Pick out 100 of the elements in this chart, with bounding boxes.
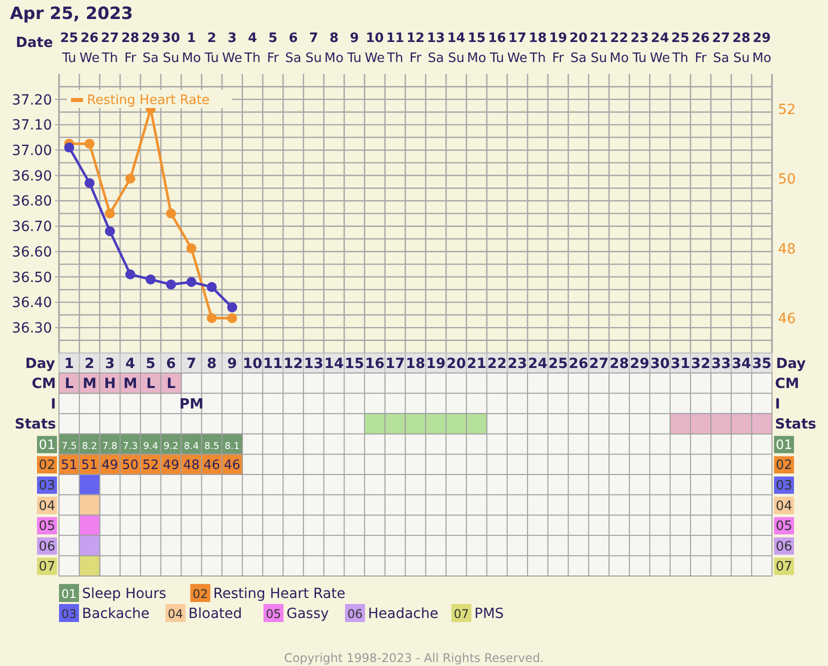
y-tick-label: 36.40 <box>12 295 52 312</box>
text: L <box>146 376 156 392</box>
point <box>146 274 156 284</box>
text: 7.8 <box>102 440 118 452</box>
x-tick-label: 29 <box>630 356 650 372</box>
x2-tick-label: 26 Fr <box>692 31 710 66</box>
point <box>125 269 136 280</box>
x-tick-label: 27 <box>589 356 609 372</box>
x-tick-label: 23 <box>508 356 528 372</box>
x-tick-label: 6 <box>166 356 176 372</box>
x-tick-label: 20 <box>446 356 466 372</box>
x2-tick-label: 19 Fr <box>549 31 568 66</box>
y-tick-label: 04 <box>38 498 56 514</box>
x2-tick-label: 29 Mo <box>752 31 772 66</box>
x2-tick-label: 1 Mo <box>182 31 202 66</box>
x-tick-label: 32 <box>690 356 710 372</box>
y-tick-label: 36.30 <box>12 320 52 337</box>
x-tick-label: 30 <box>650 356 670 372</box>
x-tick-label: 16 <box>365 356 384 372</box>
legend-label: PMS <box>474 606 504 622</box>
category-label: 07 <box>454 607 470 621</box>
text: 46 <box>204 458 220 474</box>
text: 8.2 <box>82 440 98 452</box>
legend-label: Headache <box>368 606 438 622</box>
x-tick-label: 24 <box>528 356 548 372</box>
chart-title: Apr 25, 2023 <box>10 4 133 24</box>
x-tick-label: 31 <box>670 356 690 372</box>
x-tick-label: 35 <box>752 356 772 372</box>
y2-tick-label: 05 <box>776 519 792 534</box>
y-tick-label: 36.50 <box>12 270 52 286</box>
x-tick-label: 17 <box>385 356 405 372</box>
text: 52 <box>142 458 159 474</box>
y-tick-label: 01 <box>38 438 56 453</box>
text: M <box>82 376 97 392</box>
y2-tick-label: 52 <box>778 102 796 118</box>
x-tick-label: 18 <box>406 356 426 372</box>
x2-tick-label: 24 We <box>650 31 670 66</box>
x2-tick-label: 3 We <box>222 31 242 66</box>
y-tick-label: 37.00 <box>12 142 52 159</box>
x2-tick-label: 16 Tu <box>488 31 506 66</box>
text: 7.3 <box>122 440 138 452</box>
legend-label: Gassy <box>286 606 329 622</box>
x-tick-label: 4 <box>125 356 136 372</box>
y2-tick-label: I <box>775 396 780 412</box>
x2-tick-label: 12 Fr <box>406 31 425 66</box>
x2-tick-label: 23 Tu <box>630 31 649 66</box>
point <box>186 243 196 254</box>
y-tick-label: CM <box>32 376 56 392</box>
x2-tick-label: 27 Th <box>100 31 119 66</box>
x2-tick-label: 9 Tu <box>346 31 362 66</box>
point <box>84 178 95 188</box>
x-tick-label: 15 <box>344 356 364 372</box>
category-label: 04 <box>168 607 184 621</box>
y2-tick-label: 46 <box>778 311 796 328</box>
text: 51 <box>60 458 78 474</box>
legend-label: Backache <box>82 606 150 622</box>
y2-tick-label: 04 <box>776 498 792 514</box>
y-tick-label: 36.70 <box>12 219 52 236</box>
y-tick-label: 07 <box>38 560 56 575</box>
text: L <box>64 376 74 392</box>
y2-tick-label: 02 <box>776 458 792 474</box>
text: 9.4 <box>143 440 158 452</box>
x-tick-label: 26 <box>568 356 588 372</box>
y-tick-label: 03 <box>38 478 56 494</box>
x2-axis-title: Date <box>16 35 53 51</box>
x2-tick-label: 4 Th <box>243 31 261 66</box>
y2-tick-label: 01 <box>776 438 792 453</box>
y-tick-label: 36.60 <box>12 244 52 260</box>
x-tick-label: 11 <box>263 356 283 372</box>
y2-tick-label: 48 <box>778 241 796 258</box>
point <box>227 302 238 312</box>
category-label: 03 <box>61 607 77 621</box>
x2-tick-label: 25 Th <box>671 31 690 66</box>
point <box>84 138 95 149</box>
x-tick-label: 34 <box>732 356 752 372</box>
y2-tick-label: Stats <box>775 416 816 433</box>
y-tick-label: I <box>50 396 56 412</box>
y2-tick-label: 07 <box>776 560 792 575</box>
x-tick-label: 19 <box>426 356 446 372</box>
point <box>104 208 115 218</box>
x2-tick-label: 8 Mo <box>324 31 344 66</box>
y-tick-label: 36.80 <box>12 194 52 210</box>
x2-tick-label: 30 Su <box>162 31 180 66</box>
x-tick-label: 12 <box>284 356 304 372</box>
text: 50 <box>122 458 139 474</box>
x-tick-label: 5 <box>146 356 156 372</box>
point <box>206 313 217 324</box>
x-tick-label: 7 <box>186 356 196 372</box>
point <box>104 226 115 236</box>
text: 7.5 <box>62 440 77 452</box>
text: M <box>123 376 138 392</box>
x-tick-label: 21 <box>466 356 486 372</box>
x2-tick-label: 13 Sa <box>426 31 445 66</box>
y2-tick-label: CM <box>775 376 800 392</box>
text: Day <box>25 356 55 372</box>
y-tick-label: 36.90 <box>12 168 52 184</box>
text: 8.5 <box>204 440 220 452</box>
x2-tick-label: 5 Fr <box>266 31 280 66</box>
x2-tick-label: 26 We <box>80 31 100 66</box>
legend-label: Resting Heart Rate <box>87 93 210 108</box>
